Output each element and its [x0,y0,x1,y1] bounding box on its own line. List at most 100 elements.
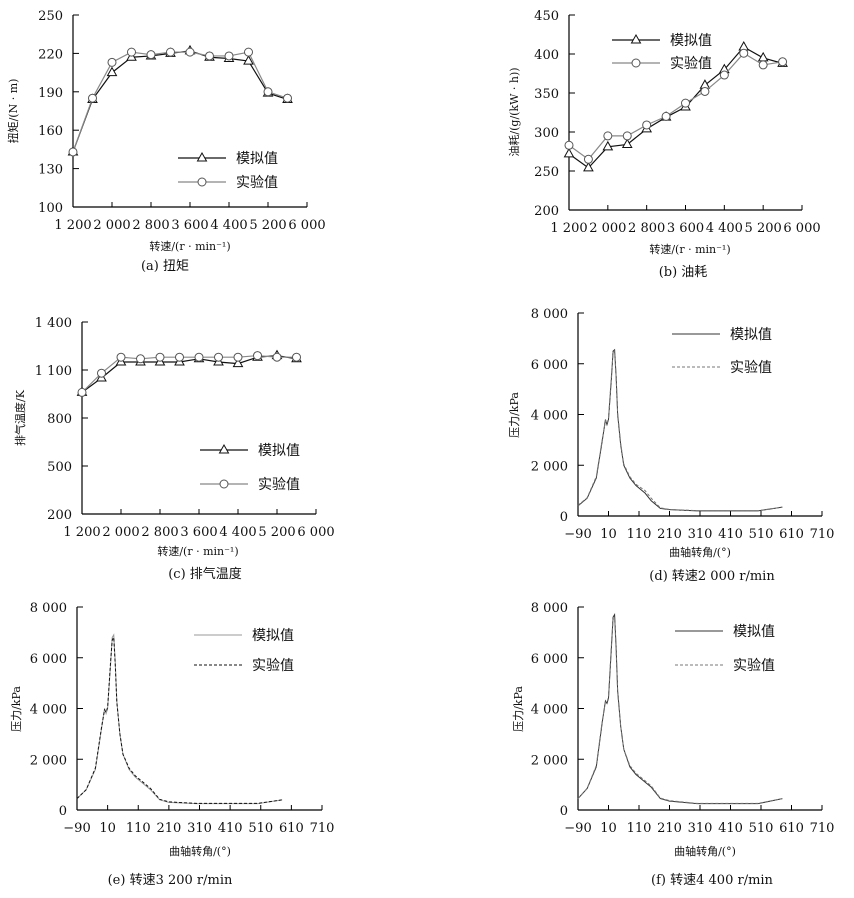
data-point-circle [146,50,156,60]
y-tick-label: 0 [560,804,568,819]
x-tick-label: −90 [564,527,591,542]
panel-d: −90 10 110 210 310 410 510 610 710 0 2 000 4 000 6 0… [508,307,834,584]
x-tick-label: 710 [810,821,835,836]
y-axis-label: 压力/kPa [508,392,521,438]
legend-label: 模拟值 [730,327,772,343]
panel-title: (c) 排气温度 [168,566,242,582]
series-line-experimental [81,354,297,393]
y-axis-label: 压力/kPa [10,686,23,732]
data-point-triangle [243,55,254,65]
panel-title: (e) 转速3 200 r/min [108,873,233,888]
panel-e: −90 10 110 210 310 410 510 610 710 0 2 000 4 000 6 0… [10,601,334,888]
x-tick-label: 1 200 [54,218,91,233]
data-point-triangle [106,66,118,77]
y-tick-label: 1 400 [35,316,72,331]
data-point-circle [681,98,690,108]
data-point-circle [272,352,282,362]
data-point-circle [185,47,195,57]
x-tick-label: 2 000 [93,218,130,233]
data-point-triangle [563,147,575,158]
data-point-circle [88,93,97,103]
x-tick-label: 10 [600,527,617,542]
legend-label: 模拟值 [236,151,278,167]
data-point-circle [631,58,641,68]
data-point-circle [233,352,243,362]
x-tick-label: 610 [279,821,304,836]
y-tick-label: 2 000 [531,459,568,474]
data-point-circle [244,47,253,57]
data-point-circle [224,51,234,61]
data-point-circle [603,131,613,141]
data-point-triangle [583,161,594,172]
y-tick-label: 350 [534,87,559,102]
x-tick-label: 1 200 [550,221,587,236]
data-point-triangle [196,151,208,162]
data-point-circle [263,87,273,97]
y-tick-label: 250 [534,165,559,180]
y-axis-label: 油耗/(g/(kW · h)) [507,67,521,156]
x-tick-label: 2 000 [102,525,139,540]
data-point-circle [661,111,671,121]
data-point-triangle [757,51,769,62]
x-tick-label: 210 [657,821,682,836]
x-tick-label: 110 [627,821,652,836]
panel-title: (d) 转速2 000 r/min [649,569,775,584]
y-axis-label: 排气温度/K [13,389,27,446]
legend-label: 模拟值 [258,443,300,459]
data-point-circle [719,70,729,80]
data-point-triangle [630,33,642,44]
legend-label: 实验值 [670,56,712,72]
y-tick-label: 8 000 [531,307,568,322]
series-line-simulated [76,633,283,805]
x-tick-label: 410 [718,527,743,542]
data-point-circle [564,140,574,150]
data-point-circle [107,57,117,67]
data-point-circle [97,368,106,378]
x-tick-label: 110 [126,821,151,836]
x-tick-label: 710 [310,821,335,836]
y-tick-label: 0 [59,804,67,819]
data-point-triangle [602,140,614,151]
data-point-circle [197,177,207,187]
x-tick-label: 4 400 [219,525,256,540]
data-point-circle [214,352,223,362]
y-tick-label: 300 [534,126,559,141]
x-tick-label: 5 200 [745,221,782,236]
y-tick-label: 6 000 [30,652,67,667]
legend-label: 模拟值 [670,33,712,49]
x-tick-label: 10 [99,821,116,836]
data-point-circle [219,479,229,489]
legend-label: 模拟值 [733,624,775,640]
data-point-circle [758,60,768,70]
series-line-experimental [76,635,283,804]
data-point-circle [778,57,788,67]
panel-title: (a) 扭矩 [141,259,189,274]
data-point-triangle [621,138,633,148]
data-point-circle [136,354,145,364]
x-tick-label: 610 [779,527,804,542]
y-tick-label: 6 000 [531,652,568,667]
data-point-circle [622,131,632,141]
legend-label: 实验值 [730,360,772,376]
x-tick-label: 6 000 [783,221,820,236]
y-tick-label: 220 [38,47,63,62]
y-tick-label: 500 [47,460,72,475]
data-point-circle [127,47,136,57]
data-point-circle [700,86,710,96]
x-tick-label: 510 [248,821,273,836]
series-line-simulated [577,612,783,805]
y-tick-label: 8 000 [30,601,67,616]
x-axis-label: 转速/(r · min⁻¹) [149,239,230,253]
x-tick-label: 410 [218,821,243,836]
data-point-triangle [218,443,230,454]
x-tick-label: 10 [600,821,617,836]
x-tick-label: 6 000 [288,218,325,233]
x-tick-label: 5 200 [258,525,295,540]
y-axis-label: 压力/kPa [512,686,525,732]
data-point-circle [175,352,184,362]
data-point-triangle [232,357,244,368]
x-tick-label: 3 600 [667,221,704,236]
panel-title: (f) 转速4 400 r/min [651,873,774,888]
y-tick-label: 400 [534,48,559,63]
